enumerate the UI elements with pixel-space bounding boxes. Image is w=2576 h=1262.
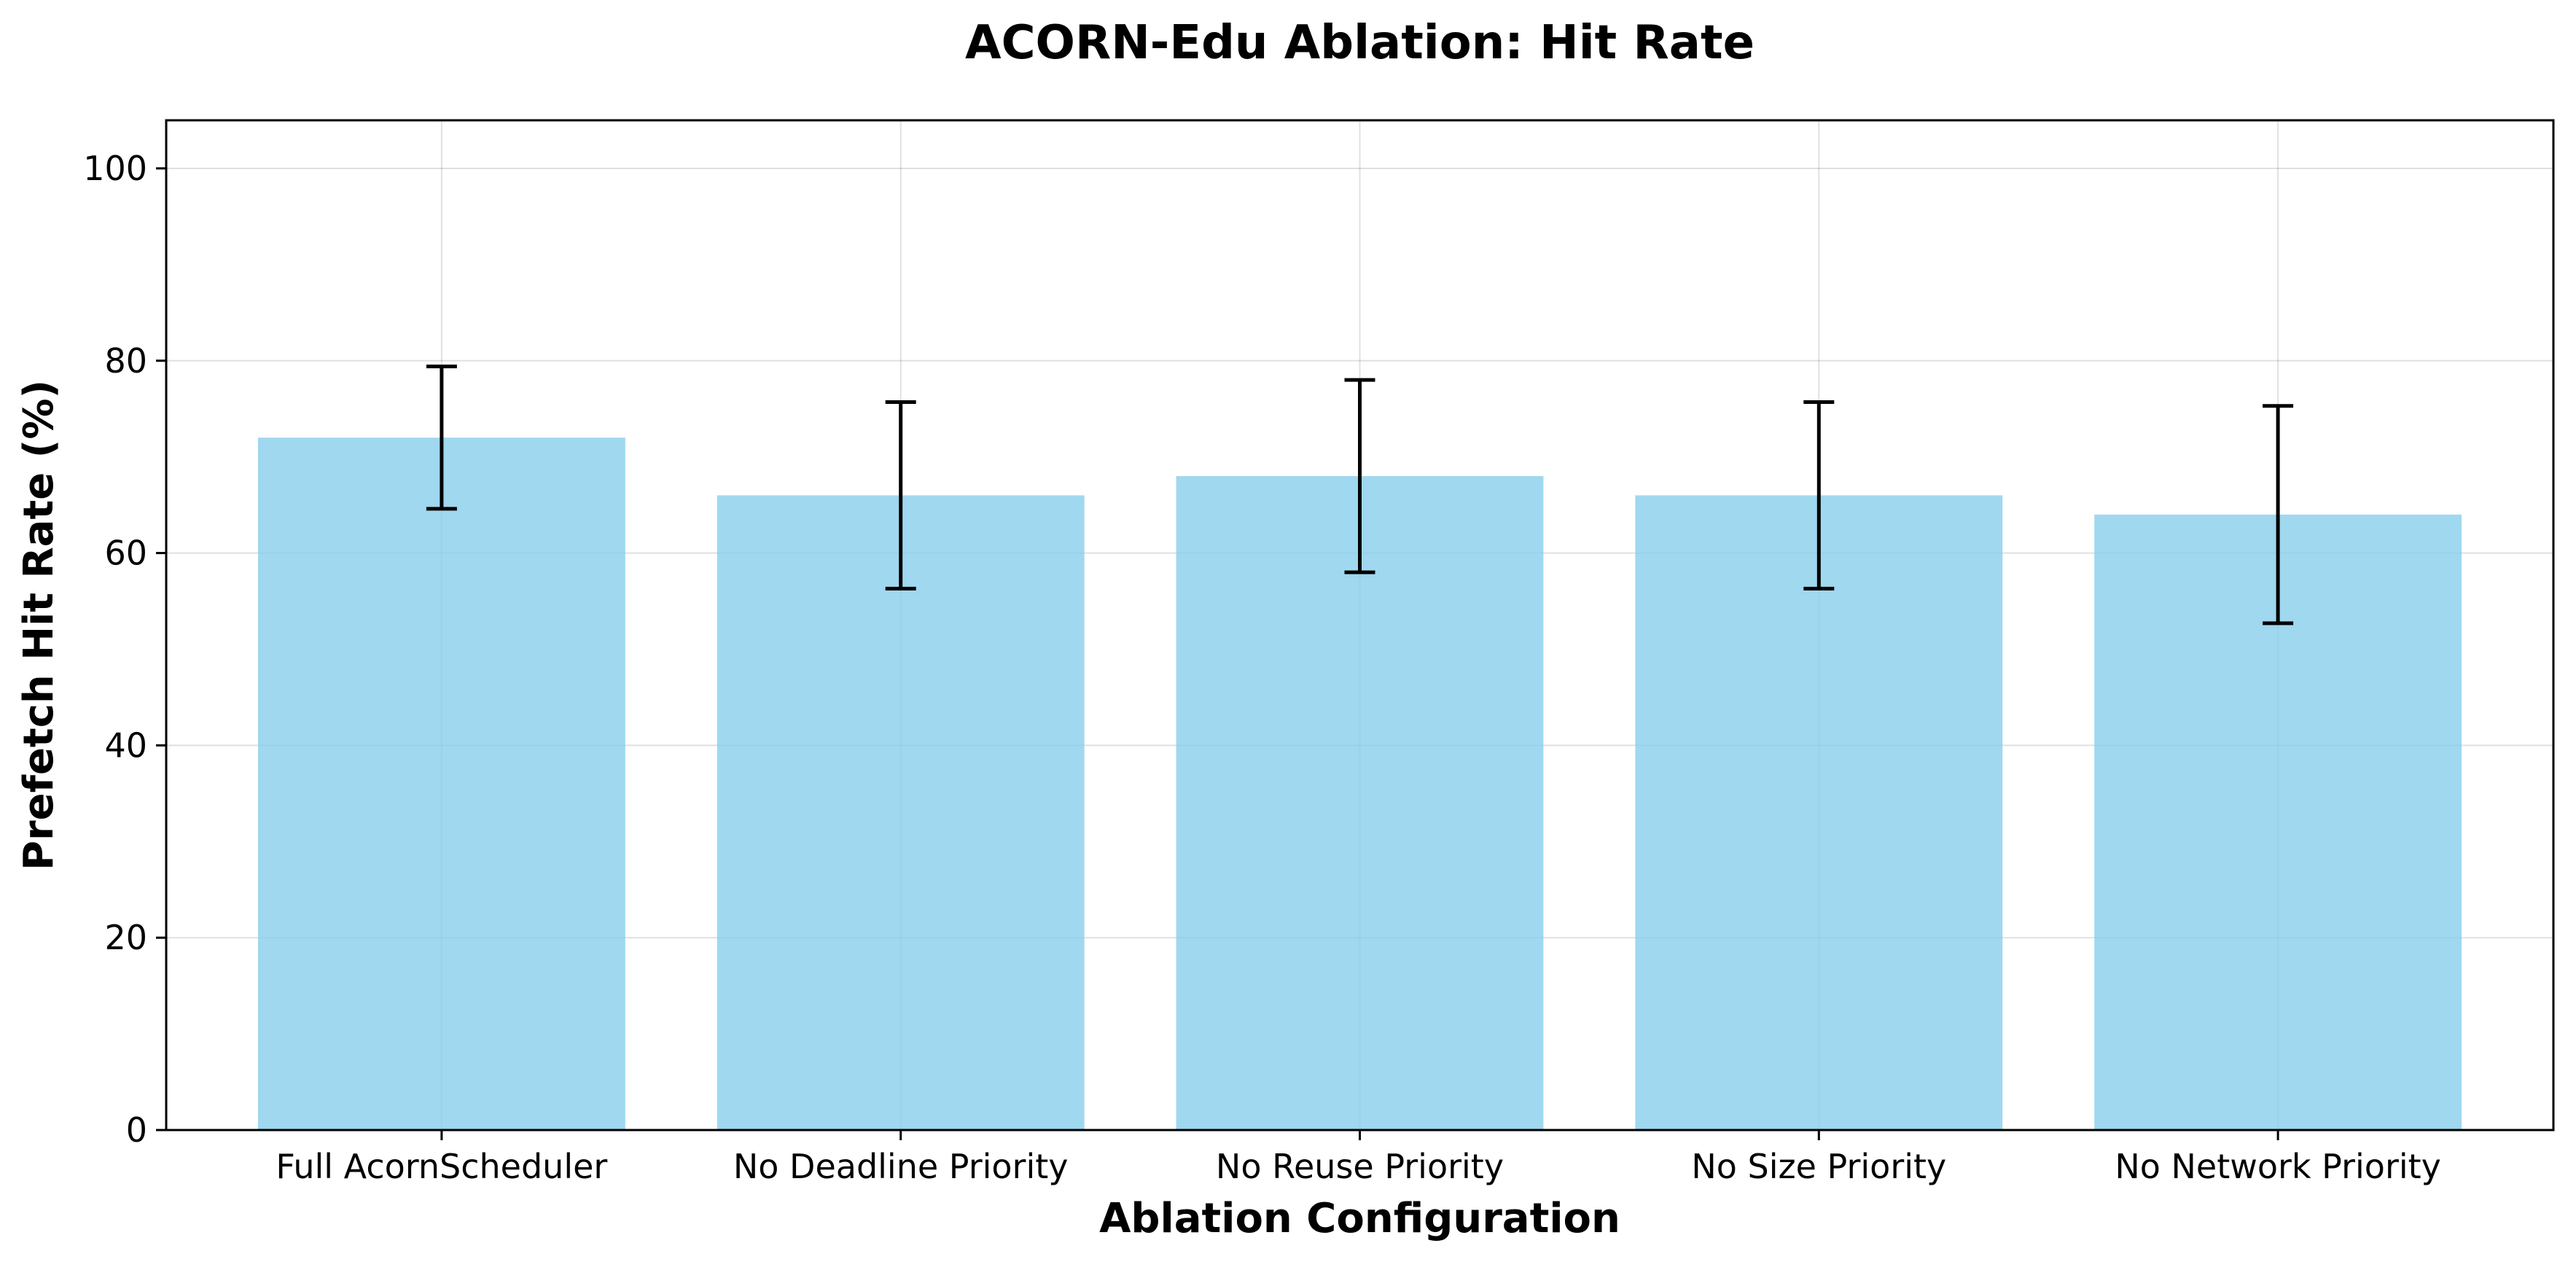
y-tick-label: 40 (104, 725, 147, 765)
y-tick-label: 100 (83, 149, 147, 188)
bar-3 (1635, 495, 2003, 1130)
error-bar-layer (426, 365, 2294, 626)
tick-layer: 0 20 40 60 80 100 Full AcornScheduler No Deadli… (83, 149, 2441, 1186)
bar-0 (257, 437, 625, 1130)
y-tick-label: 20 (104, 918, 147, 957)
bar-1 (717, 495, 1085, 1130)
y-tick-label: 0 (126, 1110, 147, 1150)
x-tick-label: Full AcornScheduler (276, 1147, 607, 1186)
bar-2 (1176, 476, 1544, 1130)
x-tick-label: No Network Priority (2115, 1147, 2441, 1186)
x-tick-label: No Size Priority (1691, 1147, 1946, 1186)
chart-title: ACORN-Edu Ablation: Hit Rate (965, 16, 1755, 70)
x-tick-label: No Reuse Priority (1216, 1147, 1504, 1186)
bar-layer (257, 437, 2462, 1130)
y-axis-label: Prefetch Hit Rate (%) (15, 380, 63, 870)
x-tick-label: No Deadline Priority (733, 1147, 1069, 1186)
y-tick-label: 60 (104, 534, 147, 573)
y-tick-label: 80 (104, 341, 147, 381)
x-axis-label: Ablation Configuration (1099, 1195, 1620, 1242)
